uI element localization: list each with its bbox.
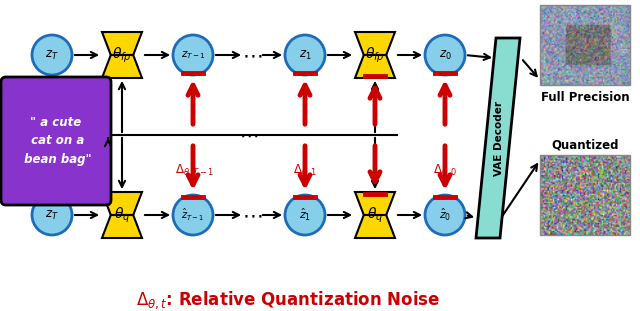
- Circle shape: [173, 35, 213, 75]
- Text: $\theta_q$: $\theta_q$: [114, 205, 130, 225]
- Text: $z_1$: $z_1$: [299, 49, 311, 62]
- Text: $\Delta_{\theta,t}$: Relative Quantization Noise: $\Delta_{\theta,t}$: Relative Quantizati…: [136, 289, 440, 311]
- Polygon shape: [476, 38, 520, 238]
- Text: VAE Decoder: VAE Decoder: [494, 100, 504, 175]
- Text: $z_0$: $z_0$: [438, 49, 451, 62]
- Text: $\hat{z}_{T-1}$: $\hat{z}_{T-1}$: [181, 207, 205, 223]
- Polygon shape: [102, 55, 142, 78]
- Text: " a cute
 cat on a
 bean bag": " a cute cat on a bean bag": [20, 117, 92, 165]
- Polygon shape: [355, 55, 395, 78]
- Text: $\theta_{fp}$: $\theta_{fp}$: [112, 45, 132, 65]
- Circle shape: [425, 195, 465, 235]
- Circle shape: [32, 195, 72, 235]
- Text: $z_{T-1}$: $z_{T-1}$: [180, 49, 205, 61]
- Polygon shape: [355, 215, 395, 238]
- Polygon shape: [102, 32, 142, 55]
- FancyBboxPatch shape: [1, 77, 111, 205]
- Text: $\theta_{fp}$: $\theta_{fp}$: [365, 45, 385, 65]
- Circle shape: [285, 35, 325, 75]
- Polygon shape: [355, 32, 395, 55]
- Text: $\Delta_{\theta,0}$: $\Delta_{\theta,0}$: [433, 163, 457, 179]
- Text: $\Delta_{\theta,1}$: $\Delta_{\theta,1}$: [293, 163, 317, 179]
- Text: $\hat{z}_1$: $\hat{z}_1$: [299, 207, 311, 223]
- Text: Full Precision: Full Precision: [541, 91, 629, 104]
- Circle shape: [285, 195, 325, 235]
- Text: $\cdots$: $\cdots$: [242, 205, 262, 225]
- Text: Quantized: Quantized: [551, 139, 619, 152]
- Circle shape: [32, 35, 72, 75]
- Circle shape: [425, 35, 465, 75]
- Polygon shape: [102, 215, 142, 238]
- Text: $\theta_q$: $\theta_q$: [367, 205, 383, 225]
- Text: $\cdots$: $\cdots$: [239, 126, 259, 145]
- Text: $\cdots$: $\cdots$: [242, 45, 262, 65]
- Text: $\hat{z}_0$: $\hat{z}_0$: [439, 207, 451, 223]
- Text: $\Delta_{\theta,T-1}$: $\Delta_{\theta,T-1}$: [175, 163, 214, 179]
- Text: $z_T$: $z_T$: [45, 208, 59, 221]
- Polygon shape: [355, 192, 395, 215]
- Circle shape: [173, 195, 213, 235]
- Text: $z_T$: $z_T$: [45, 49, 59, 62]
- Polygon shape: [102, 192, 142, 215]
